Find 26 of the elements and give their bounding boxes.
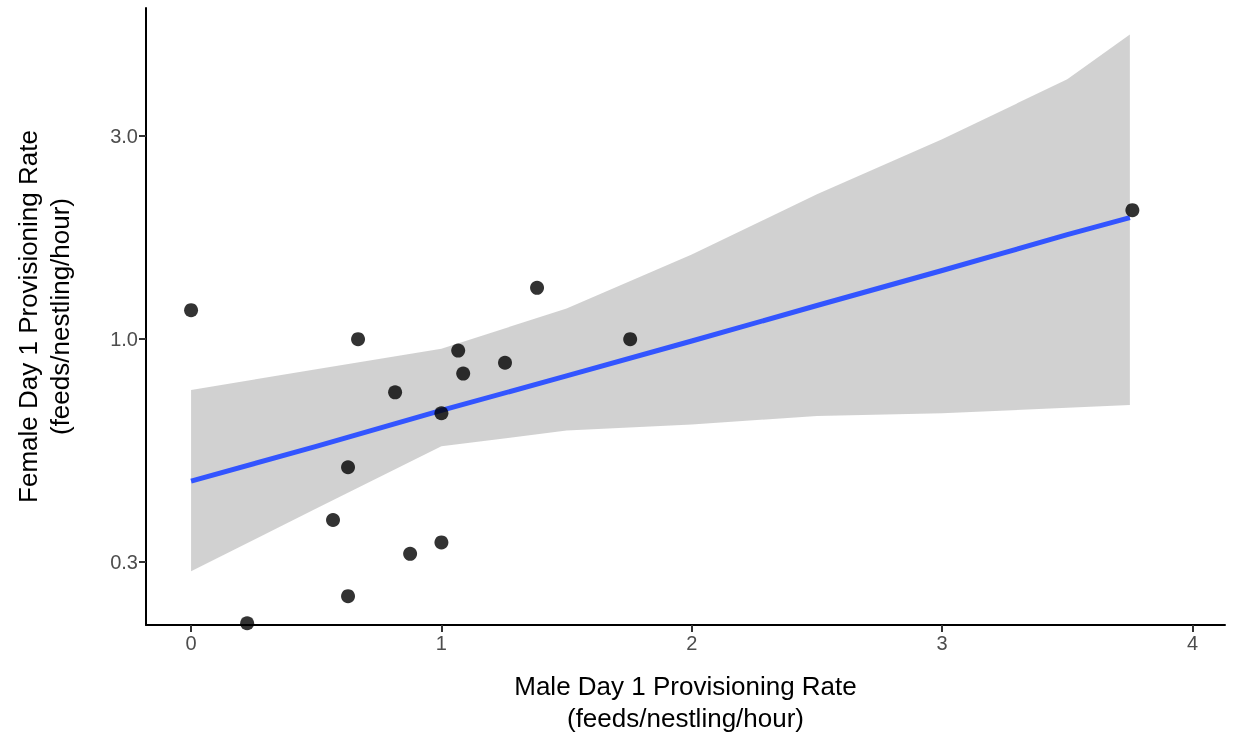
point [434,535,449,550]
x-axis-title: Male Day 1 Provisioning Rate (feeds/nestling/hour) [514,671,857,733]
point [326,512,341,527]
point [184,303,199,318]
point [530,280,545,295]
x-tick-label: 2 [686,632,698,654]
x-tick-label: 3 [936,632,948,654]
y-tick-label: 1.0 [110,328,138,351]
point [388,385,403,400]
y-tick-label: 3.0 [110,125,138,148]
point [341,589,356,604]
y-tick-label: 0.3 [110,550,138,573]
point [341,460,356,475]
y-axis-title: Female Day 1 Provisioning Rate (feeds/nestling/hour) [13,130,75,503]
x-tick-label: 1 [435,632,447,654]
point [434,406,449,421]
point [351,332,366,347]
point [1125,203,1140,218]
x-tick-label: 4 [1186,632,1199,654]
point [498,355,512,370]
point [456,366,471,381]
point [623,332,638,347]
x-tick-label: 0 [185,632,197,654]
point [451,343,466,358]
point [240,616,255,631]
point [403,546,418,561]
